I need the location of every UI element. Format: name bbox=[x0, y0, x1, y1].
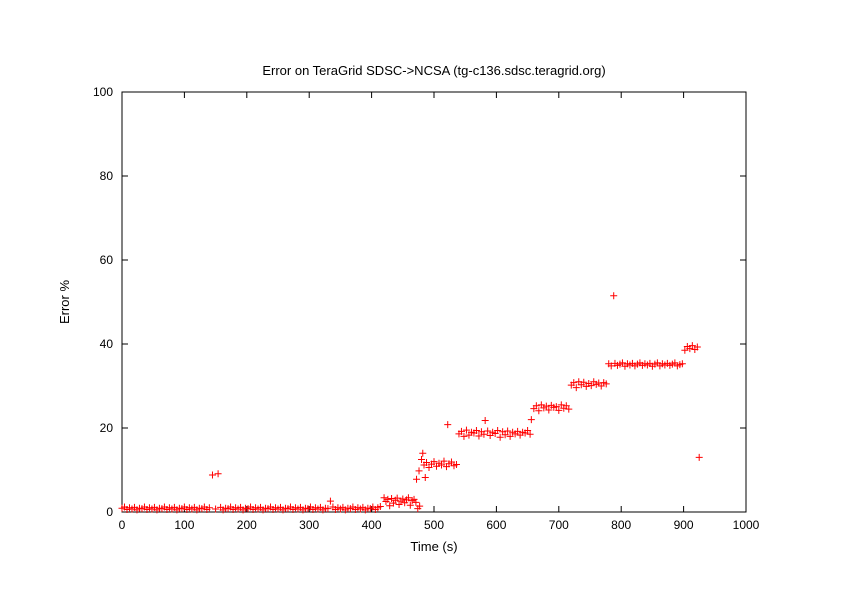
data-point bbox=[214, 470, 222, 478]
data-point bbox=[437, 461, 445, 469]
data-point bbox=[524, 427, 532, 435]
data-point bbox=[412, 498, 420, 506]
data-point bbox=[514, 427, 522, 435]
data-point bbox=[423, 458, 431, 466]
data-point bbox=[480, 430, 488, 438]
data-point bbox=[475, 432, 483, 440]
data-point bbox=[481, 416, 489, 424]
data-point bbox=[472, 427, 480, 435]
data-point bbox=[452, 461, 460, 469]
x-tick-label: 400 bbox=[362, 518, 382, 532]
data-point bbox=[484, 427, 492, 435]
y-tick-label: 40 bbox=[100, 337, 114, 351]
data-point bbox=[386, 502, 394, 510]
data-point bbox=[462, 426, 470, 434]
data-point bbox=[555, 406, 563, 414]
data-point bbox=[695, 453, 703, 461]
x-tick-label: 500 bbox=[424, 518, 444, 532]
data-point bbox=[681, 346, 689, 354]
data-point bbox=[418, 456, 426, 463]
x-tick-label: 200 bbox=[237, 518, 257, 532]
data-point bbox=[580, 378, 588, 386]
data-point bbox=[404, 494, 412, 502]
data-point bbox=[324, 505, 332, 513]
data-point bbox=[602, 380, 610, 388]
data-point bbox=[506, 432, 514, 440]
x-tick-label: 900 bbox=[674, 518, 694, 532]
data-point bbox=[326, 497, 334, 505]
x-tick-label: 600 bbox=[486, 518, 506, 532]
data-point bbox=[399, 495, 407, 503]
chart-title: Error on TeraGrid SDSC->NCSA (tg-c136.sd… bbox=[262, 63, 605, 78]
y-tick-label: 100 bbox=[93, 85, 113, 99]
data-point bbox=[460, 432, 468, 440]
data-point bbox=[415, 467, 423, 475]
y-axis-label: Error % bbox=[57, 280, 72, 325]
data-point bbox=[535, 407, 543, 415]
data-point bbox=[444, 421, 452, 429]
data-point bbox=[457, 427, 465, 435]
x-tick-label: 1000 bbox=[733, 518, 760, 532]
data-point bbox=[440, 457, 448, 465]
data-point bbox=[501, 431, 509, 439]
data-point bbox=[532, 402, 540, 410]
data-point bbox=[447, 458, 455, 466]
data-point bbox=[421, 474, 429, 482]
data-point bbox=[693, 343, 701, 351]
data-point bbox=[395, 500, 403, 508]
data-point bbox=[205, 504, 213, 512]
data-point bbox=[526, 430, 534, 438]
data-point bbox=[607, 362, 615, 370]
axis-ticks: 0 100 200 300 400 500 600 700 800 900 1000 0 20 40 60 8… bbox=[93, 85, 760, 532]
data-points bbox=[118, 292, 703, 514]
data-point bbox=[678, 360, 686, 368]
y-tick-label: 60 bbox=[100, 253, 114, 267]
y-tick-label: 20 bbox=[100, 421, 114, 435]
data-point bbox=[419, 449, 427, 457]
data-point bbox=[494, 427, 502, 435]
data-point bbox=[212, 505, 220, 513]
x-tick-label: 700 bbox=[549, 518, 569, 532]
data-point bbox=[416, 502, 424, 510]
data-point bbox=[542, 402, 550, 410]
data-point bbox=[393, 494, 401, 502]
data-point bbox=[545, 406, 553, 414]
data-point bbox=[413, 475, 421, 483]
data-point bbox=[208, 471, 216, 479]
x-tick-label: 0 bbox=[119, 518, 126, 532]
data-point bbox=[384, 495, 392, 503]
data-point bbox=[496, 433, 504, 441]
data-point bbox=[380, 494, 388, 502]
y-tick-label: 80 bbox=[100, 169, 114, 183]
data-point bbox=[376, 503, 384, 511]
data-point bbox=[527, 416, 535, 424]
data-point bbox=[504, 427, 512, 435]
y-tick-label: 0 bbox=[106, 505, 113, 519]
x-tick-label: 100 bbox=[174, 518, 194, 532]
data-point bbox=[406, 501, 414, 509]
data-point bbox=[430, 458, 438, 466]
x-tick-label: 800 bbox=[611, 518, 631, 532]
plot-area bbox=[121, 91, 747, 513]
data-point bbox=[570, 379, 578, 387]
x-axis-label: Time (s) bbox=[410, 539, 457, 554]
data-point bbox=[572, 384, 580, 392]
data-point bbox=[552, 403, 560, 411]
data-point bbox=[688, 342, 696, 350]
data-point bbox=[610, 292, 618, 300]
plot-border bbox=[121, 91, 747, 513]
x-tick-label: 300 bbox=[299, 518, 319, 532]
data-point bbox=[587, 382, 595, 390]
data-point bbox=[565, 405, 573, 413]
